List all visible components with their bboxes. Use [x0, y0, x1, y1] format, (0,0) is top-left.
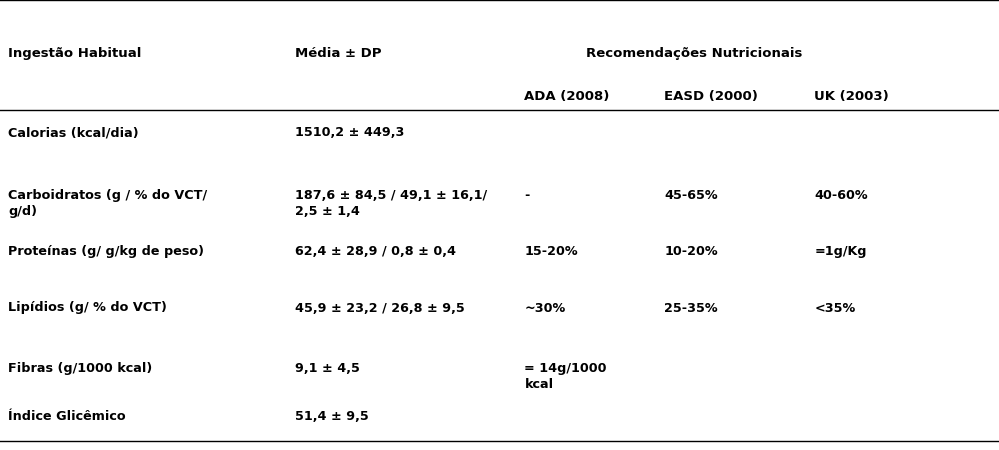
- Text: 10-20%: 10-20%: [664, 245, 718, 258]
- Text: Carboidratos (g / % do VCT/
g/d): Carboidratos (g / % do VCT/ g/d): [8, 189, 207, 218]
- Text: 51,4 ± 9,5: 51,4 ± 9,5: [295, 410, 369, 423]
- Text: Índice Glicêmico: Índice Glicêmico: [8, 410, 126, 423]
- Text: Lipídios (g/ % do VCT): Lipídios (g/ % do VCT): [8, 302, 167, 315]
- Text: ADA (2008): ADA (2008): [524, 90, 609, 103]
- Text: Proteínas (g/ g/kg de peso): Proteínas (g/ g/kg de peso): [8, 245, 204, 258]
- Text: Ingestão Habitual: Ingestão Habitual: [8, 47, 142, 60]
- Text: EASD (2000): EASD (2000): [664, 90, 758, 103]
- Text: 1510,2 ± 449,3: 1510,2 ± 449,3: [295, 126, 404, 139]
- Text: 62,4 ± 28,9 / 0,8 ± 0,4: 62,4 ± 28,9 / 0,8 ± 0,4: [295, 245, 456, 258]
- Text: Média ± DP: Média ± DP: [295, 47, 382, 60]
- Text: Fibras (g/1000 kcal): Fibras (g/1000 kcal): [8, 362, 152, 375]
- Text: Calorias (kcal/dia): Calorias (kcal/dia): [8, 126, 139, 139]
- Text: -: -: [524, 189, 529, 202]
- Text: = 14g/1000
kcal: = 14g/1000 kcal: [524, 362, 607, 391]
- Text: 45,9 ± 23,2 / 26,8 ± 9,5: 45,9 ± 23,2 / 26,8 ± 9,5: [295, 302, 465, 315]
- Text: 187,6 ± 84,5 / 49,1 ± 16,1/
2,5 ± 1,4: 187,6 ± 84,5 / 49,1 ± 16,1/ 2,5 ± 1,4: [295, 189, 487, 218]
- Text: 45-65%: 45-65%: [664, 189, 718, 202]
- Text: UK (2003): UK (2003): [814, 90, 889, 103]
- Text: =1g/Kg: =1g/Kg: [814, 245, 867, 258]
- Text: 40-60%: 40-60%: [814, 189, 868, 202]
- Text: Recomendações Nutricionais: Recomendações Nutricionais: [586, 47, 802, 60]
- Text: 15-20%: 15-20%: [524, 245, 578, 258]
- Text: 9,1 ± 4,5: 9,1 ± 4,5: [295, 362, 360, 375]
- Text: 25-35%: 25-35%: [664, 302, 718, 315]
- Text: ~30%: ~30%: [524, 302, 565, 315]
- Text: <35%: <35%: [814, 302, 855, 315]
